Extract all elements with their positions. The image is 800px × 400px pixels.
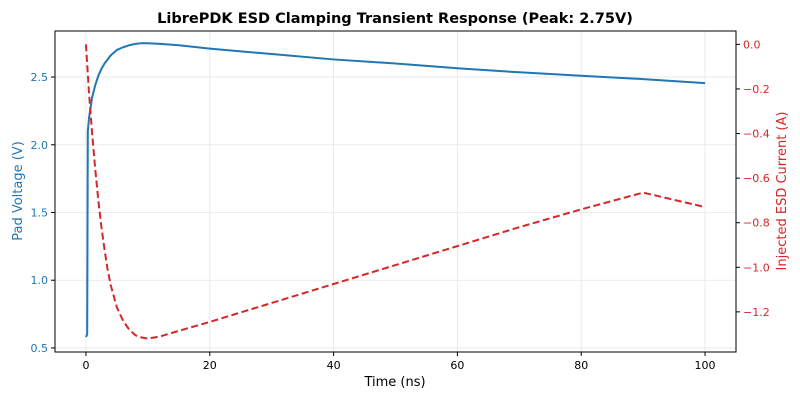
y-right-tick-label: −0.8 <box>743 217 770 230</box>
y-right-tick-label: −1.0 <box>743 261 770 274</box>
x-tick-label: 40 <box>327 359 341 372</box>
x-tick-label: 80 <box>574 359 588 372</box>
y-left-tick-label: 2.5 <box>31 71 49 84</box>
x-tick-label: 100 <box>695 359 716 372</box>
y-axis-left: 0.5 1.0 1.5 2.0 2.5 <box>31 71 55 355</box>
y-right-tick-label: 0.0 <box>743 38 761 51</box>
y-right-tick-label: −1.2 <box>743 306 770 319</box>
x-axis: 0 20 40 60 80 100 <box>82 352 716 372</box>
y-axis-right: 0.0 −0.2 −0.4 −0.6 −0.8 −1.0 −1.2 <box>736 38 770 319</box>
plot-area <box>84 42 706 340</box>
x-tick-label: 0 <box>82 359 89 372</box>
x-tick-label: 20 <box>203 359 217 372</box>
y-right-tick-label: −0.2 <box>743 83 770 96</box>
y-left-tick-label: 1.0 <box>31 274 49 287</box>
chart-title: LibrePDK ESD Clamping Transient Response… <box>157 11 633 27</box>
y-axis-left-label: Pad Voltage (V) <box>11 141 26 241</box>
pad-voltage-line <box>85 42 706 338</box>
grid <box>55 31 736 352</box>
y-axis-right-label: Injected ESD Current (A) <box>775 112 790 271</box>
y-right-tick-label: −0.6 <box>743 172 770 185</box>
y-right-tick-label: −0.4 <box>743 128 770 141</box>
esd-current-line <box>84 44 706 340</box>
y-left-tick-label: 2.0 <box>31 139 49 152</box>
x-axis-label: Time (ns) <box>363 375 425 390</box>
y-left-tick-label: 1.5 <box>31 206 49 219</box>
y-left-tick-label: 0.5 <box>31 342 49 355</box>
plot-frame <box>54 30 737 353</box>
x-tick-label: 60 <box>450 359 464 372</box>
